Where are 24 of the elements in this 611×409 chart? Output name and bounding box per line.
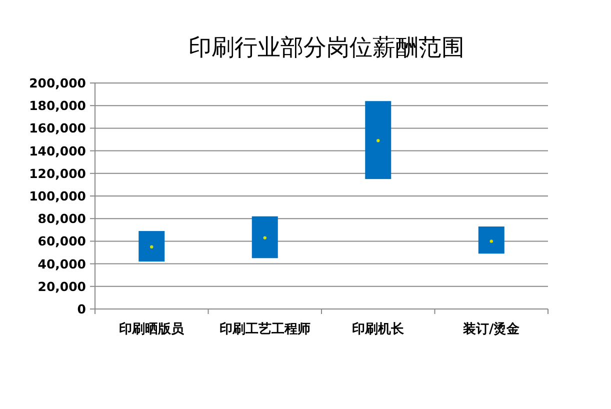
y-tick-label: 80,000 (38, 211, 86, 226)
y-tick-label: 200,000 (29, 76, 86, 90)
y-tick-label: 60,000 (38, 234, 86, 249)
point (263, 236, 266, 240)
chart-title: 印刷行业部分岗位薪酬范围 (188, 35, 464, 61)
y-tick-label: 100,000 (29, 188, 86, 204)
bar (478, 226, 504, 254)
y-tick-label: 120,000 (29, 166, 86, 181)
y-tick-label: 180,000 (29, 98, 86, 114)
point (150, 245, 154, 248)
bar (138, 231, 165, 262)
y-tick-label: 140,000 (29, 143, 86, 158)
y-tick-label: 40,000 (38, 256, 86, 272)
point (490, 240, 493, 243)
point (376, 139, 380, 142)
x-tick-label: 印刷机长 (352, 321, 406, 337)
y-tick-label: 0 (77, 302, 86, 316)
bar (365, 101, 392, 180)
x-tick-label: 装订/烫金 (462, 321, 521, 337)
x-tick-label: 印刷工艺工程师 (219, 321, 310, 337)
y-tick-label: 20,000 (38, 278, 86, 294)
x-tick-label: 印刷晒版员 (119, 321, 186, 337)
bar (252, 216, 278, 258)
y-tick-label: 160,000 (29, 120, 86, 136)
